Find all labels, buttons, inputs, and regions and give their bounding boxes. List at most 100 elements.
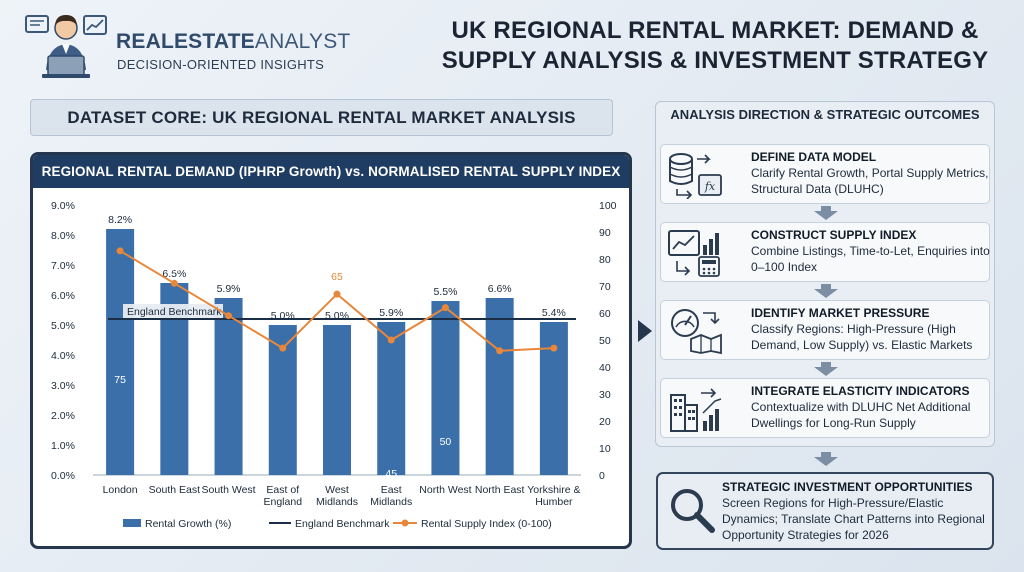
supply-point [387,336,395,344]
y-right-tick-label: 60 [599,308,611,320]
x-tick-label: North East [475,484,525,496]
x-tick-label: West [325,484,349,496]
y-left-tick-label: 8.0% [51,230,75,242]
analysis-heading: ANALYSIS DIRECTION & STRATEGIC OUTCOMES [670,107,980,122]
magnifier-icon [671,489,715,533]
bar-value-label: 6.5% [162,268,186,280]
benchmark-label: England Benchmark [127,306,222,318]
legend-label: Rental Growth (%) [145,518,231,530]
x-tick-label: Midlands [316,496,358,508]
legend-label: England Benchmark [295,518,390,530]
buildings-chart-icon [670,388,722,432]
y-left-tick-label: 9.0% [51,200,75,212]
supply-point [170,279,178,287]
bar-value-label: 6.6% [488,283,512,295]
chart-canvas: 0.0% 1.0% 2.0% 3.0% 4.0% 5.0% 6.0% 7.0% 8.0% 9.0%… [51,200,617,530]
x-tick-label: Midlands [370,496,412,508]
step-define-data-model: fx DEFINE DATA MODEL Clarify Rental Grow… [660,144,990,204]
brand-name: REALESTATEANALYST [116,30,351,53]
supply-value-label: 45 [385,468,397,480]
bar [377,322,406,475]
x-tick-label: Yorkshire & [527,484,580,496]
y-left-tick-label: 4.0% [51,350,75,362]
y-right-tick-label: 100 [599,200,617,212]
y-left-tick-label: 6.0% [51,290,75,302]
legend-label: Rental Supply Index (0-100) [421,518,552,530]
supply-point [116,247,124,255]
y-left-tick-label: 3.0% [51,380,75,392]
down-arrow-icon [814,362,838,376]
strategic-opportunities-box: STRATEGIC INVESTMENT OPPORTUNITIES Scree… [656,472,994,550]
bar [106,229,135,475]
x-tick-label: South West [202,484,256,496]
supply-value-label: 65 [331,271,343,283]
step-title: CONSTRUCT SUPPLY INDEX [751,228,917,242]
supply-point [225,312,233,320]
step-integrate-elasticity: INTEGRATE ELASTICITY INDICATORS Contextu… [660,378,990,438]
supply-point [441,304,449,312]
chart-calculator-icon [668,230,720,277]
chart-title: REGIONAL RENTAL DEMAND (IPHRP Growth) vs… [33,155,629,188]
bar [485,298,514,475]
bar-value-label: 5.0% [271,310,295,322]
legend-swatch-rental-growth [123,519,141,527]
y-left-tick-label: 5.0% [51,320,75,332]
brand-tagline: DECISION-ORIENTED INSIGHTS [117,57,325,72]
benchmark-label-bg [123,304,223,318]
supply-value-label: 45 [494,478,506,490]
y-right-tick-label: 0 [599,470,605,482]
database-formula-icon: fx [669,153,722,199]
step-description: Contextualize with DLUHC Net Additional … [751,400,971,430]
opportunity-title: STRATEGIC INVESTMENT OPPORTUNITIES [722,480,973,494]
supply-point [496,347,504,355]
analyst-at-laptop-icon [25,15,107,78]
y-right-tick-label: 90 [599,227,611,239]
svg-text:fx: fx [704,180,716,193]
bar-value-label: 5.4% [542,307,566,319]
x-tick-label: South East [149,484,200,496]
down-arrow-icon [814,206,838,220]
dataset-banner: DATASET CORE: UK REGIONAL RENTAL MARKET … [30,99,613,136]
step-description: Clarify Rental Growth, Portal Supply Met… [751,166,989,196]
bar-value-label: 8.2% [108,214,132,226]
page-title: UK REGIONAL RENTAL MARKET: DEMAND & SUPP… [441,17,989,74]
step-description: Combine Listings, Time-to-Let, Enquiries… [751,244,990,274]
gauge-map-icon [671,309,722,355]
x-tick-label: North West [419,484,471,496]
supply-point [279,344,287,352]
y-left-tick-label: 7.0% [51,260,75,272]
y-left-tick-label: 2.0% [51,410,75,422]
analysis-panel: ANALYSIS DIRECTION & STRATEGIC OUTCOMES … [655,101,995,447]
supply-value-label: 75 [114,374,126,386]
chart-panel: REGIONAL RENTAL DEMAND (IPHRP Growth) vs… [30,152,632,549]
y-right-tick-label: 80 [599,254,611,266]
bar-value-label: 5.0% [325,310,349,322]
y-right-tick-label: 50 [599,335,611,347]
bar-value-label: 5.9% [379,307,403,319]
bar-value-label: 5.9% [217,283,241,295]
x-tick-label: East [381,484,402,496]
x-tick-label: London [103,484,138,496]
step-description: Classify Regions: High-Pressure (High De… [751,322,973,352]
y-right-tick-label: 10 [599,443,611,455]
y-right-tick-label: 70 [599,281,611,293]
step-identify-market-pressure: IDENTIFY MARKET PRESSURE Classify Region… [660,300,990,360]
down-arrow-icon [814,452,838,466]
supply-value-label: 50 [440,436,452,448]
y-right-tick-label: 40 [599,362,611,374]
y-right-tick-label: 20 [599,416,611,428]
x-tick-label: East of [266,484,299,496]
supply-point [550,344,558,352]
brand-block: REALESTATEANALYST DECISION-ORIENTED INSI… [24,10,364,80]
x-tick-label: England [264,496,303,508]
step-title: INTEGRATE ELASTICITY INDICATORS [751,384,970,398]
step-title: DEFINE DATA MODEL [751,150,877,164]
x-tick-label: Humber [535,496,573,508]
down-arrow-icon [814,284,838,298]
step-title: IDENTIFY MARKET PRESSURE [751,306,930,320]
y-right-tick-label: 30 [599,389,611,401]
legend-swatch-supply-dot [401,519,409,527]
bar-value-label: 5.5% [433,286,457,298]
bar [323,325,351,475]
flow-arrow-icon [638,320,652,342]
